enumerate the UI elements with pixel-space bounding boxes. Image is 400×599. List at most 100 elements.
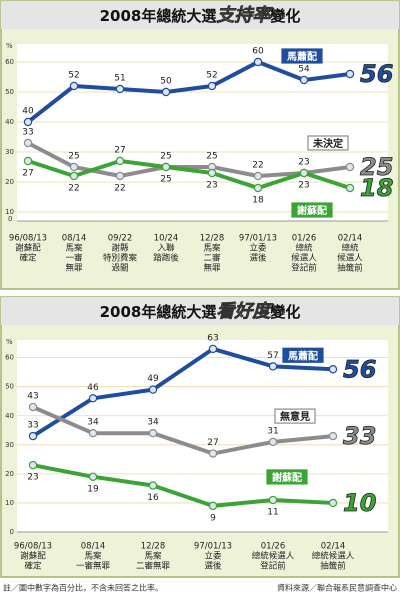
- end-label: 56: [360, 60, 393, 88]
- point: [161, 162, 171, 172]
- title-part: 變化: [269, 303, 300, 321]
- y-tick-label: 20: [5, 178, 14, 186]
- y-tick-label: 50: [5, 383, 14, 391]
- x-tick-label: 登記前: [260, 561, 286, 572]
- x-tick-label: 馬案: [144, 551, 162, 562]
- point: [345, 69, 355, 79]
- data-label: 19: [87, 484, 99, 494]
- x-tick-label: 馬案: [203, 243, 221, 254]
- point: [115, 171, 125, 181]
- point: [69, 162, 79, 172]
- series-line: [31, 346, 334, 438]
- point: [208, 344, 218, 354]
- point: [345, 162, 355, 172]
- data-label: 23: [298, 181, 309, 191]
- x-tick-label: 選後: [249, 253, 267, 264]
- legend-box: [266, 469, 308, 485]
- point: [299, 168, 309, 178]
- data-label: 18: [252, 196, 264, 206]
- data-label: 23: [206, 181, 217, 191]
- point: [208, 449, 218, 458]
- x-tick-label: 馬案: [84, 551, 102, 562]
- x-tick-label: 總統候選人: [312, 551, 355, 562]
- series-line: [27, 159, 351, 190]
- x-tick-label: 無罪: [203, 263, 221, 274]
- point: [268, 495, 278, 505]
- series-line: [32, 405, 334, 456]
- x-tick-label: 過關: [111, 263, 128, 274]
- point: [23, 156, 33, 166]
- point: [299, 75, 309, 85]
- y-tick-label: 10: [5, 208, 14, 216]
- point: [268, 362, 278, 371]
- point: [69, 81, 79, 91]
- data-label: 52: [206, 71, 217, 81]
- legend-label: 謝蘇配: [297, 204, 327, 217]
- legend-box: [281, 48, 323, 64]
- point: [88, 394, 98, 403]
- title-part: 2008年總統大選: [100, 303, 217, 321]
- end-label: 25: [360, 153, 393, 181]
- x-tick-label: 登記前: [291, 263, 317, 274]
- x-tick-label: 無罪: [65, 263, 83, 274]
- point: [253, 57, 263, 67]
- data-label: 57: [267, 351, 278, 361]
- x-tick-label: 一審: [65, 253, 83, 264]
- y-tick-label: 40: [5, 412, 14, 420]
- end-label: 33: [343, 422, 376, 450]
- point: [28, 402, 38, 412]
- point: [28, 460, 38, 470]
- point: [207, 168, 217, 178]
- data-label: 49: [147, 374, 159, 384]
- x-tick-label: 立委: [249, 243, 267, 254]
- point: [253, 171, 263, 181]
- end-label: 10: [343, 489, 376, 517]
- y-tick-label: 30: [5, 441, 14, 449]
- axis-break-label: 0: [8, 215, 12, 223]
- x-tick-label: 確定: [19, 253, 37, 264]
- point: [28, 431, 38, 441]
- legend-box: [274, 408, 316, 424]
- x-tick-label: 二審無罪: [136, 561, 171, 572]
- data-label: 51: [114, 74, 125, 84]
- x-tick-label: 97/01/13: [194, 542, 232, 552]
- legend-box: [291, 202, 333, 218]
- data-label: 11: [267, 508, 278, 518]
- x-tick-label: 08/14: [81, 542, 106, 552]
- x-tick-label: 馬案: [65, 243, 83, 254]
- title-part: 看好度: [216, 301, 273, 322]
- y-tick-label: 20: [5, 470, 14, 478]
- x-tick-label: 01/26: [261, 542, 286, 552]
- y-tick-label: 60: [5, 354, 14, 362]
- point: [69, 171, 79, 181]
- point: [23, 138, 33, 148]
- end-label: 18: [360, 174, 393, 202]
- x-tick-label: 02/14: [338, 234, 363, 244]
- x-tick-label: 總統候選人: [252, 551, 295, 562]
- data-label: 25: [206, 152, 217, 162]
- point: [148, 428, 158, 438]
- data-label: 16: [147, 493, 159, 503]
- data-label: 23: [27, 473, 38, 483]
- point: [161, 87, 171, 97]
- x-tick-label: 12/28: [141, 542, 166, 552]
- x-tick-label: 總統: [295, 243, 313, 254]
- y-tick-label: 40: [5, 118, 14, 126]
- y-unit: %: [6, 338, 13, 346]
- data-label: 34: [87, 418, 99, 428]
- x-tick-label: 候選人: [291, 253, 317, 264]
- title-bar: [1, 297, 399, 325]
- legend-label: 馬蕭配: [288, 349, 318, 362]
- point: [328, 365, 338, 374]
- data-label: 31: [267, 426, 278, 436]
- title-part: 2008年總統大選: [100, 7, 217, 25]
- data-label: 27: [207, 438, 218, 448]
- x-tick-label: 抽籤前: [337, 263, 363, 274]
- data-label: 46: [87, 383, 99, 393]
- data-label: 22: [68, 184, 79, 194]
- legend-label: 謝蘇配: [272, 471, 302, 484]
- plot-area: [17, 44, 388, 221]
- data-label: 22: [114, 184, 125, 194]
- x-tick-label: 謝縣: [111, 243, 129, 254]
